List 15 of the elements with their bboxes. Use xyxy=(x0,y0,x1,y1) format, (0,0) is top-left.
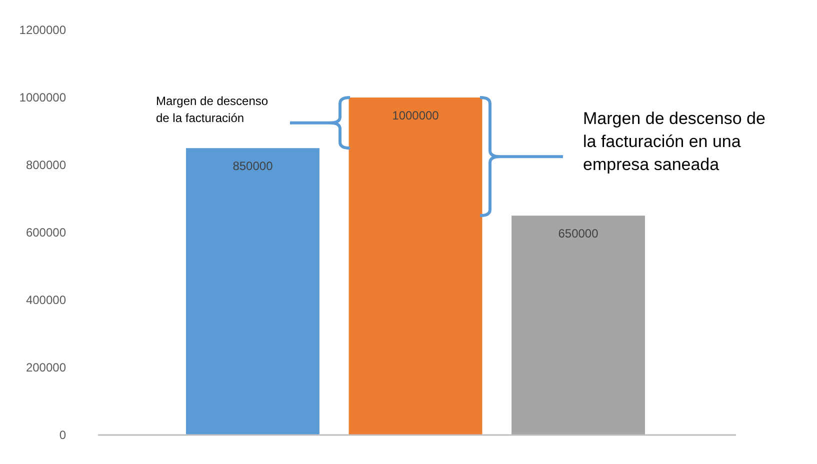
data-label: 1000000 xyxy=(392,108,440,122)
y-tick-label: 0 xyxy=(59,428,66,442)
data-label: 650000 xyxy=(558,226,599,241)
bar xyxy=(186,148,320,435)
y-tick-label: 1200000 xyxy=(19,23,66,37)
annotation: Margen de descenso de la facturación en una empresa saneada xyxy=(583,109,766,174)
bar xyxy=(348,98,482,435)
y-tick-label: 400000 xyxy=(26,293,66,307)
y-tick-label: 200000 xyxy=(26,360,66,374)
y-tick-label: 800000 xyxy=(26,158,66,172)
y-tick-label: 1000000 xyxy=(19,90,66,104)
data-label: 850000 xyxy=(232,159,274,174)
bar xyxy=(512,216,645,435)
y-tick-label: 600000 xyxy=(26,226,66,240)
annotation: Margen de descenso de la facturación xyxy=(156,94,268,125)
